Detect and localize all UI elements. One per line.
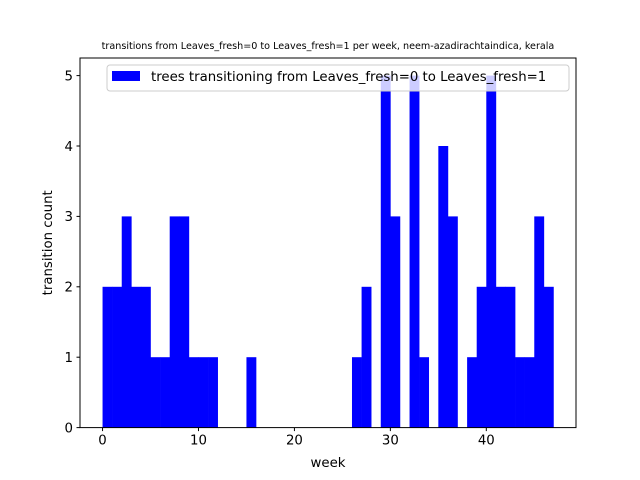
bar-week-6 — [160, 357, 170, 428]
bar-week-30 — [390, 216, 401, 428]
y-tick-label: 0 — [65, 421, 73, 436]
x-tick-label: 40 — [478, 434, 495, 449]
x-tick-label: 10 — [190, 434, 207, 449]
y-tick-label: 2 — [65, 281, 73, 296]
bar-week-5 — [150, 357, 161, 428]
bar-week-26 — [351, 357, 362, 428]
bar-week-33 — [419, 357, 430, 428]
bar-week-0 — [102, 286, 113, 428]
bar-week-44 — [524, 357, 535, 428]
bar-week-45 — [534, 216, 545, 428]
bar-week-10 — [198, 357, 209, 428]
bar-week-40 — [486, 75, 497, 428]
bar-week-43 — [515, 357, 525, 428]
bar-week-42 — [505, 286, 516, 428]
y-axis-label: transition count — [41, 190, 56, 295]
x-axis-ticks: 0 10 20 30 40 — [98, 427, 495, 449]
bar-week-9 — [188, 357, 199, 428]
bar-week-35 — [438, 146, 449, 428]
bar-week-39 — [476, 286, 487, 428]
y-axis-ticks: 0 1 2 3 4 5 — [65, 69, 80, 436]
bar-week-3 — [131, 286, 142, 428]
bar-week-4 — [140, 286, 151, 428]
bar-week-1 — [112, 286, 123, 428]
legend-label: trees transitioning from Leaves_fresh=0 … — [151, 70, 546, 85]
legend-frame — [106, 64, 570, 92]
bar-week-27 — [361, 286, 372, 428]
x-axis-label: week — [311, 456, 346, 471]
bar-week-29 — [380, 75, 391, 428]
bar-week-36 — [447, 216, 458, 428]
y-tick-label: 4 — [65, 140, 73, 155]
bar-week-15 — [246, 357, 257, 428]
y-tick-label: 1 — [65, 351, 73, 366]
x-tick-label: 20 — [286, 434, 303, 449]
bar-week-8 — [179, 216, 190, 428]
legend-swatch — [112, 71, 140, 81]
bar-week-38 — [467, 357, 477, 428]
bar-week-41 — [495, 286, 506, 428]
bar-week-32 — [409, 75, 420, 428]
bar-week-11 — [208, 357, 218, 428]
chart-title: transitions from Leaves_fresh=0 to Leave… — [102, 41, 555, 52]
bar-week-2 — [121, 216, 132, 428]
bars — [102, 75, 554, 428]
axes-frame — [79, 57, 577, 429]
bar-week-7 — [169, 216, 180, 428]
y-tick-label: 5 — [65, 69, 73, 84]
bar-week-46 — [543, 286, 554, 428]
y-tick-label: 3 — [65, 210, 73, 225]
x-tick-label: 0 — [98, 434, 106, 449]
legend: trees transitioning from Leaves_fresh=0 … — [106, 64, 570, 92]
x-tick-label: 30 — [382, 434, 399, 449]
